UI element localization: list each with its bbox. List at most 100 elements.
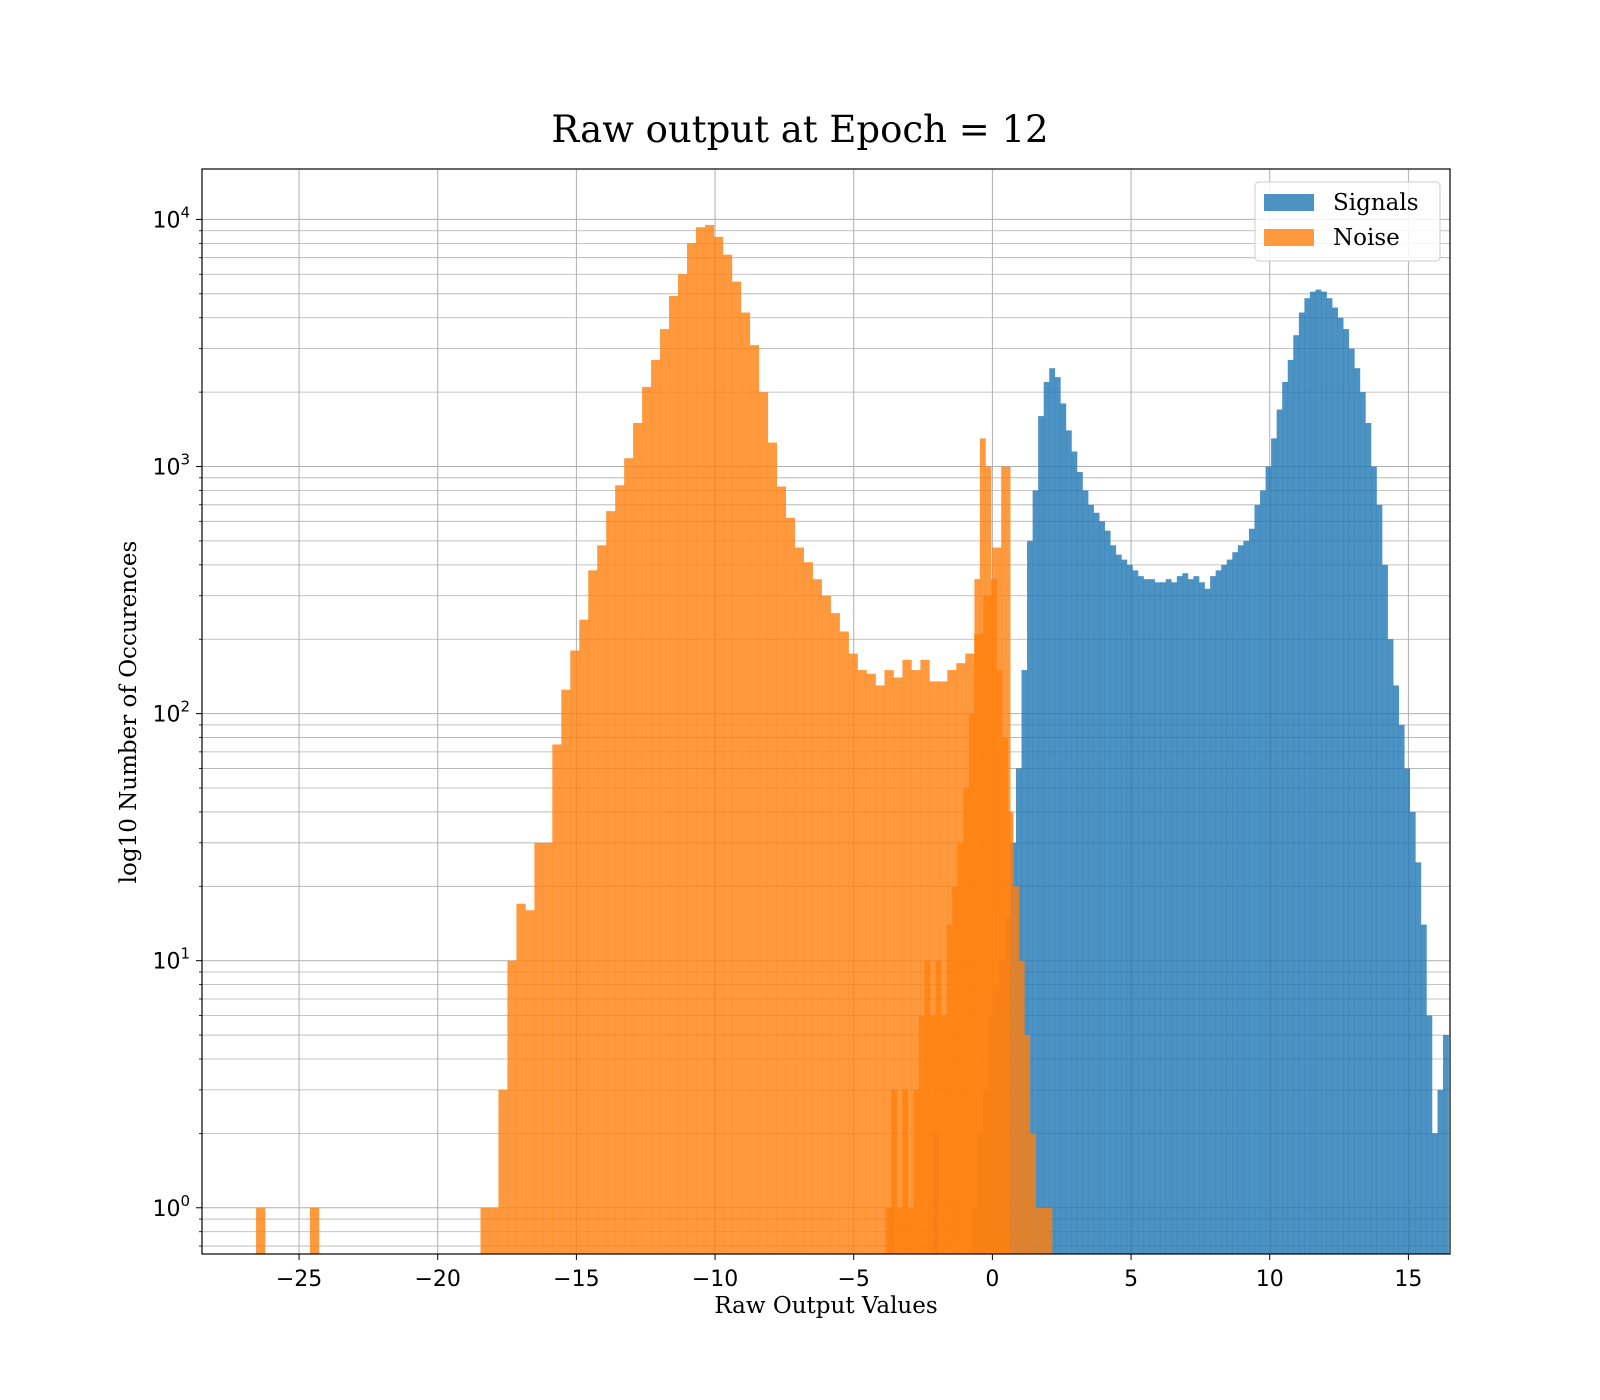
x-axis-ticks: −25 −20 −15 −10 −5 0 5 10 15 xyxy=(276,1254,1422,1292)
signals-bar xyxy=(1354,368,1361,1255)
signals-bar xyxy=(1154,582,1161,1254)
x-tick-label: −25 xyxy=(276,1267,322,1292)
signals-bar xyxy=(1221,564,1228,1254)
signals-bar xyxy=(1138,576,1144,1254)
signals-bar xyxy=(1071,451,1078,1255)
signals-bar xyxy=(1276,409,1283,1254)
signals-bar xyxy=(1049,368,1056,1255)
signals-bar xyxy=(1215,570,1222,1254)
signals-bar xyxy=(1182,573,1189,1254)
signals-bar xyxy=(1365,423,1372,1255)
noise-bar xyxy=(1040,1207,1047,1254)
signals-bar xyxy=(1359,392,1366,1254)
noise-bar xyxy=(1046,1207,1053,1254)
signals-bar xyxy=(1115,554,1122,1254)
signals-bar xyxy=(1409,811,1416,1254)
signals-bar xyxy=(1104,530,1111,1254)
signals-bar xyxy=(1382,564,1388,1254)
noise-bar xyxy=(812,579,822,1254)
noise-bar xyxy=(588,570,598,1254)
noise-bar xyxy=(920,659,930,1254)
noise-bar xyxy=(974,579,981,1254)
signals-bar xyxy=(1343,329,1350,1254)
x-tick-label: 10 xyxy=(1256,1267,1284,1292)
noise-bar xyxy=(579,619,589,1254)
noise-bar xyxy=(794,547,804,1254)
x-tick-label: −20 xyxy=(415,1267,461,1292)
noise-bar xyxy=(561,689,571,1254)
signals-bar xyxy=(1143,579,1150,1254)
noise-bar xyxy=(902,659,912,1254)
y-axis-label: log10 Number of Occurences xyxy=(116,541,142,884)
noise-bar xyxy=(885,1207,892,1254)
signals-bar xyxy=(1370,466,1377,1254)
noise-bar xyxy=(570,650,580,1254)
chart-title: Raw output at Epoch = 12 xyxy=(551,108,1048,151)
signals-bar xyxy=(1160,582,1167,1254)
signals-bar xyxy=(1038,416,1045,1254)
signals-bar xyxy=(1110,545,1117,1254)
noise-bar xyxy=(776,486,787,1255)
noise-bar xyxy=(1007,811,1014,1254)
y-tick-label: 102 xyxy=(152,698,190,728)
signals-bar xyxy=(1304,298,1311,1255)
noise-bar xyxy=(597,545,607,1254)
signals-bar xyxy=(1348,348,1355,1255)
y-axis-ticks: 100 101 102 103 104 xyxy=(152,203,202,1247)
noise-bar xyxy=(911,670,921,1254)
noise-bar xyxy=(918,1015,925,1254)
noise-bar xyxy=(968,713,975,1254)
noise-bar xyxy=(979,438,986,1254)
noise-bar xyxy=(938,681,948,1254)
noise-bar xyxy=(606,511,616,1255)
noise-bar xyxy=(991,579,997,1254)
x-tick-label: −5 xyxy=(838,1267,870,1292)
noise-bar xyxy=(924,960,931,1254)
noise-bar xyxy=(651,359,661,1254)
noise-bar xyxy=(935,960,942,1254)
signals-bar xyxy=(1398,724,1405,1254)
signals-bar xyxy=(1032,490,1039,1254)
signals-bar xyxy=(1199,582,1205,1254)
noise-bar xyxy=(1018,960,1025,1254)
noise-bar xyxy=(839,631,849,1254)
y-tick-label: 103 xyxy=(152,451,190,481)
noise-bar xyxy=(902,1089,909,1254)
noise-bar xyxy=(516,903,526,1254)
noise-bar xyxy=(875,685,885,1254)
noise-bar xyxy=(740,312,751,1254)
signals-bar xyxy=(1431,1133,1438,1254)
noise-bar xyxy=(941,1015,947,1254)
noise-bar xyxy=(498,1089,508,1254)
x-tick-label: −15 xyxy=(553,1267,599,1292)
noise-bar xyxy=(930,1015,936,1254)
legend-label-signals: Signals xyxy=(1333,190,1419,216)
noise-bar xyxy=(929,681,939,1254)
signals-bar xyxy=(1337,317,1344,1254)
signals-bar xyxy=(1282,381,1289,1254)
noise-bar xyxy=(256,1207,266,1254)
x-tick-label: 0 xyxy=(985,1267,999,1292)
noise-bar xyxy=(713,236,724,1254)
noise-bar xyxy=(1013,886,1020,1254)
signals-bar xyxy=(1426,1015,1433,1254)
noise-bar xyxy=(785,517,796,1254)
legend-label-noise: Noise xyxy=(1333,225,1400,251)
signals-bar xyxy=(1271,438,1277,1254)
signals-bar xyxy=(1099,521,1106,1254)
signals-bar xyxy=(1309,291,1316,1255)
signals-bar xyxy=(1287,359,1294,1254)
noise-bar xyxy=(857,670,867,1254)
noise-bar xyxy=(884,670,894,1254)
noise-bar xyxy=(985,466,992,1254)
signals-bar xyxy=(1082,490,1089,1254)
signals-bar xyxy=(1210,576,1216,1254)
y-tick-label: 104 xyxy=(152,203,190,233)
signals-bar xyxy=(1165,579,1172,1254)
signals-bar xyxy=(1093,512,1100,1254)
noise-bar xyxy=(830,613,840,1254)
signals-bar xyxy=(1404,768,1411,1254)
signals-bar xyxy=(1065,430,1072,1254)
noise-bar xyxy=(821,595,831,1254)
